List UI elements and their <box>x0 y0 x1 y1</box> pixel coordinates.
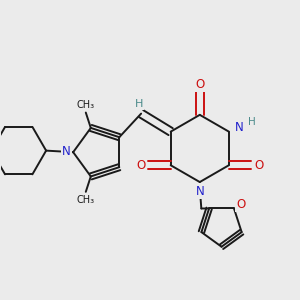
Text: N: N <box>235 122 244 134</box>
Text: N: N <box>195 185 204 198</box>
Text: O: O <box>136 159 145 172</box>
Text: H: H <box>248 117 255 127</box>
Text: O: O <box>236 198 245 211</box>
Text: O: O <box>195 78 204 91</box>
Text: N: N <box>62 145 71 158</box>
Text: CH₃: CH₃ <box>77 195 95 205</box>
Text: CH₃: CH₃ <box>77 100 95 110</box>
Text: O: O <box>254 159 264 172</box>
Text: H: H <box>134 99 143 109</box>
